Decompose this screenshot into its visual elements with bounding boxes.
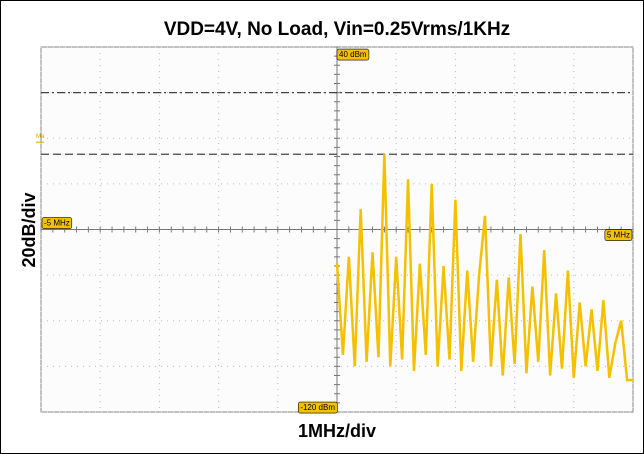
reference-marker: Ma (36, 134, 45, 140)
marker-box (298, 401, 338, 414)
y-axis-label: 20dB/div (19, 192, 39, 267)
marker-box (336, 48, 370, 61)
marker-label: -5 MHz (44, 219, 70, 228)
x-axis-label: 1MHz/div (298, 421, 376, 441)
chart-title: VDD=4V, No Load, Vin=0.25Vrms/1KHz (164, 19, 510, 40)
marker-label: 5 MHz (607, 231, 630, 240)
marker-box (604, 229, 633, 241)
spectrum-line (335, 154, 633, 382)
marker-label: 40 dBm (339, 50, 367, 59)
marker-box (41, 217, 73, 229)
marker-label: -120 dBm (300, 403, 335, 412)
